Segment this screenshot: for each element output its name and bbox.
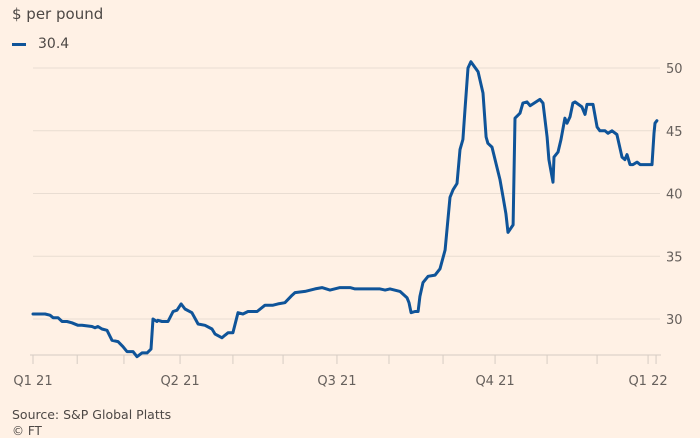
legend-swatch: [12, 42, 26, 46]
legend-value: 30.4: [38, 36, 70, 52]
grid-lines: [33, 67, 660, 320]
y-tick-label: 35: [666, 250, 683, 265]
y-tick-label: 45: [666, 125, 683, 140]
y-tick-label: 50: [666, 62, 683, 77]
y-tick-label: 30: [666, 313, 683, 328]
copyright: © FT: [12, 424, 42, 438]
x-tick-label: Q2 21: [160, 374, 199, 389]
y-axis-unit-label: $ per pound: [12, 5, 104, 23]
y-axis-ticks: 30 35 40 45 50: [666, 62, 683, 328]
legend: 30.4: [12, 36, 69, 52]
series-line: [31, 60, 659, 359]
x-tick-label: Q4 21: [475, 374, 514, 389]
series: [31, 60, 659, 359]
x-tick-label: Q1 21: [13, 374, 52, 389]
x-axis: Q1 21 Q2 21 Q3 21 Q4 21 Q1 22: [13, 354, 668, 389]
y-tick-label: 40: [666, 188, 683, 203]
x-tick-label: Q3 21: [317, 374, 356, 389]
x-tick-label: Q1 22: [628, 374, 667, 389]
source-note: Source: S&P Global Platts: [12, 407, 172, 422]
